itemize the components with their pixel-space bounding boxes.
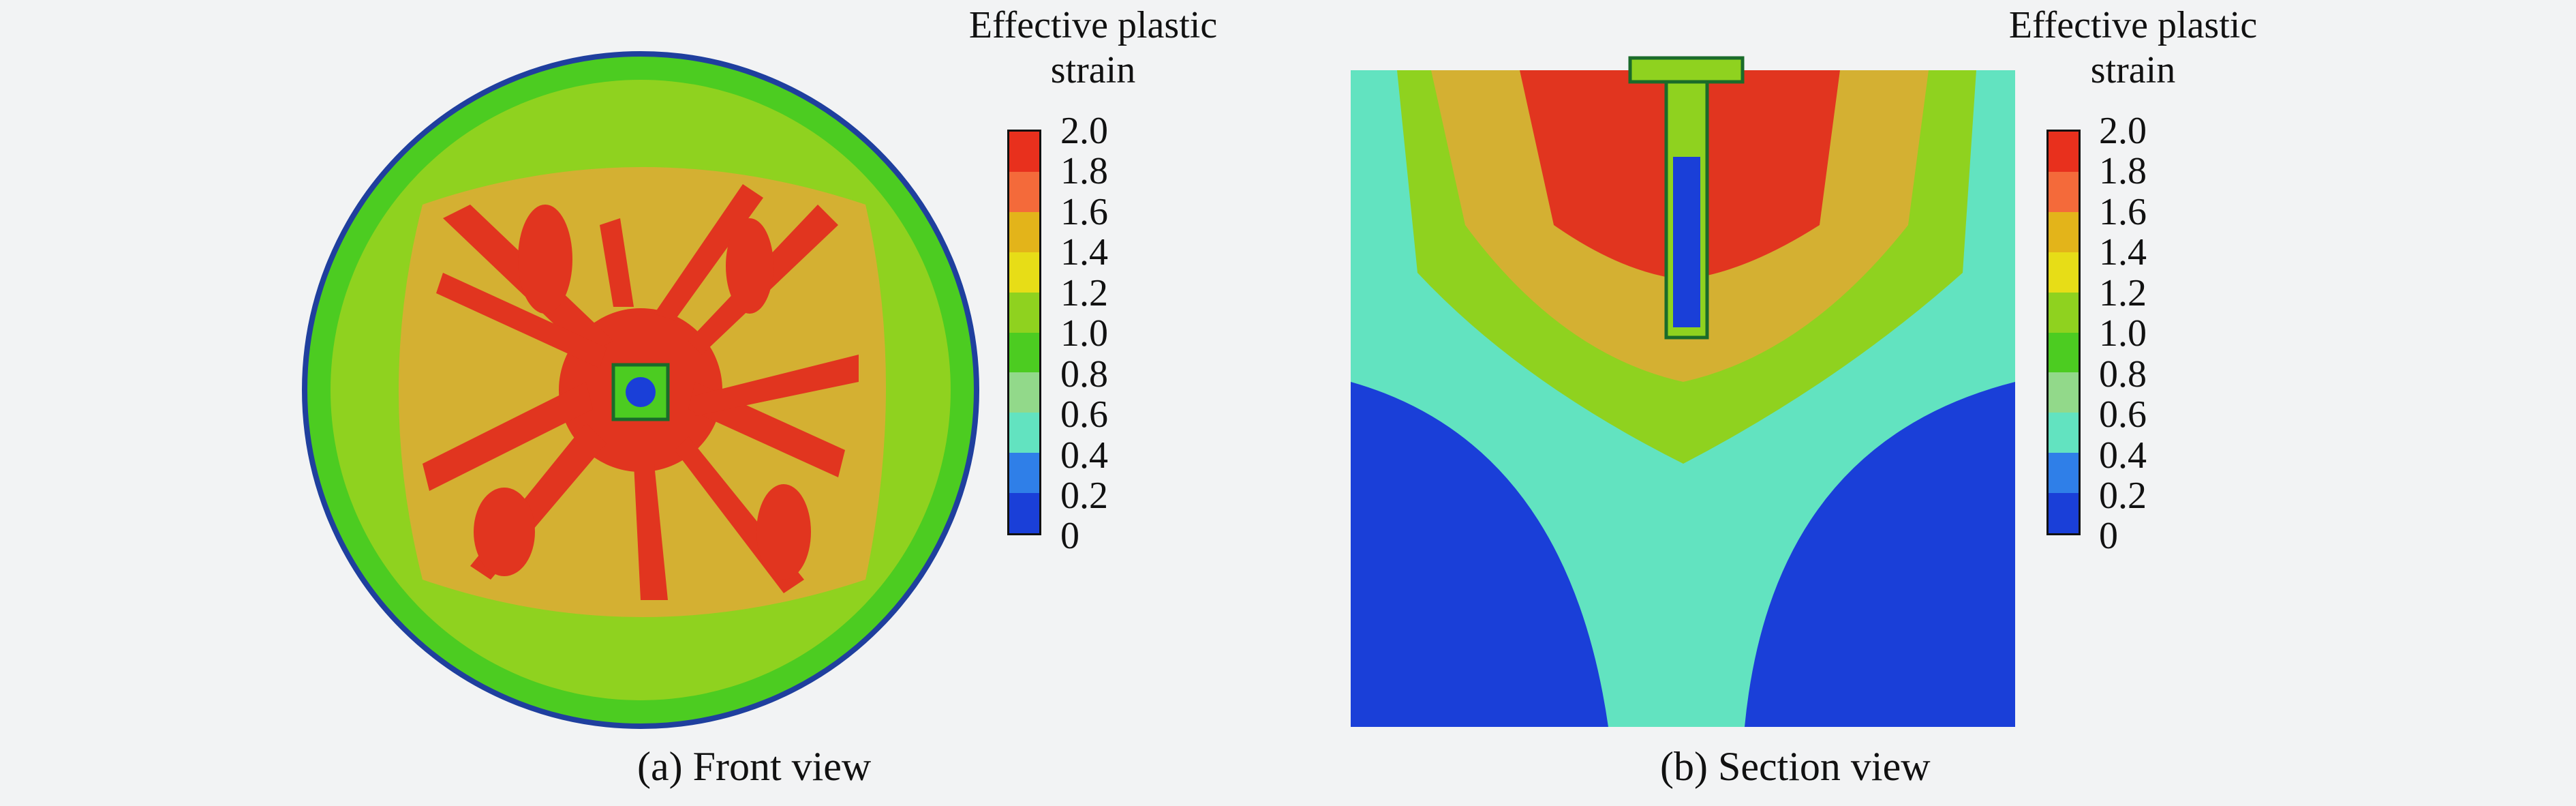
legend-title-line2: strain [2090, 49, 2176, 91]
tick-label: 0.6 [2099, 393, 2147, 436]
colorbar-b [2046, 130, 2081, 535]
colorbar-segment [2049, 332, 2079, 373]
colorbar-segment [1009, 292, 1039, 333]
colorbar-segment [2049, 413, 2079, 453]
tick-label: 0.6 [1060, 393, 1108, 436]
tick-label: 0.4 [1060, 434, 1108, 477]
tick-label: 1.6 [2099, 191, 2147, 233]
panel-label-a: (a) Front view [637, 744, 872, 789]
legend-title-line2: strain [1050, 49, 1136, 91]
colorbar-segment [1009, 252, 1039, 293]
legend-title-a: Effective plastic strain [930, 3, 1257, 93]
tick-label: 1.2 [2099, 272, 2147, 314]
colorbar-segment [2049, 132, 2079, 173]
colorbar-segment [1009, 453, 1039, 494]
colorbar-segment [2049, 372, 2079, 413]
tick-label: 0.8 [1060, 353, 1108, 395]
colorbar-segment [2049, 292, 2079, 333]
tick-label: 0 [1060, 515, 1079, 557]
colorbar-segment [1009, 132, 1039, 173]
colorbar-segment [2049, 252, 2079, 293]
colorbar-segment [1009, 171, 1039, 213]
colorbar-segment [1009, 211, 1039, 253]
colorbar-segment [2049, 453, 2079, 494]
tick-label: 0.2 [1060, 475, 1108, 517]
colorbar-segment [2049, 493, 2079, 533]
tick-label: 1.8 [2099, 150, 2147, 192]
colorbar-segment [1009, 493, 1039, 533]
tick-label: 1.8 [1060, 150, 1108, 192]
colorbar-segment [1009, 413, 1039, 453]
colorbar-segment [2049, 171, 2079, 213]
panel-label-b: (b) Section view [1660, 744, 1931, 789]
tick-label: 1.0 [1060, 312, 1108, 355]
colorbar-segment [2049, 211, 2079, 253]
tick-label: 0 [2099, 515, 2118, 557]
tick-label: 1.6 [1060, 191, 1108, 233]
tick-label: 0.4 [2099, 434, 2147, 477]
tick-label: 1.4 [2099, 231, 2147, 273]
tick-label: 2.0 [2099, 110, 2147, 152]
legend-title-line1: Effective plastic [2008, 4, 2258, 46]
tick-label: 1.4 [1060, 231, 1108, 273]
tick-label: 2.0 [1060, 110, 1108, 152]
tick-label: 0.2 [2099, 475, 2147, 517]
colorbar-segment [1009, 372, 1039, 413]
colorbar-segment [1009, 332, 1039, 373]
tick-label: 1.2 [1060, 272, 1108, 314]
tick-label: 0.8 [2099, 353, 2147, 395]
tick-label: 1.0 [2099, 312, 2147, 355]
legend-title-line1: Effective plastic [968, 4, 1218, 46]
legend-title-b: Effective plastic strain [1969, 3, 2297, 93]
colorbar-a [1007, 130, 1041, 535]
section-view-block [1351, 56, 2015, 727]
front-view-disk [302, 51, 979, 729]
